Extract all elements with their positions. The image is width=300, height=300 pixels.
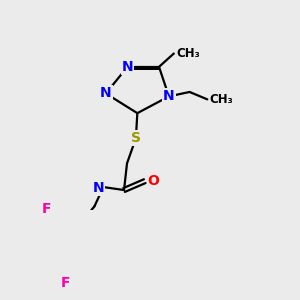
Text: CH₃: CH₃: [176, 47, 200, 60]
Text: H: H: [92, 180, 103, 194]
Text: F: F: [42, 202, 51, 216]
Text: F: F: [61, 276, 70, 289]
Text: S: S: [131, 131, 141, 145]
Text: N: N: [122, 60, 133, 74]
Text: CH₃: CH₃: [210, 93, 233, 106]
Text: N: N: [163, 89, 175, 103]
Text: O: O: [148, 174, 160, 188]
Text: N: N: [100, 86, 112, 100]
Text: N: N: [92, 181, 104, 195]
